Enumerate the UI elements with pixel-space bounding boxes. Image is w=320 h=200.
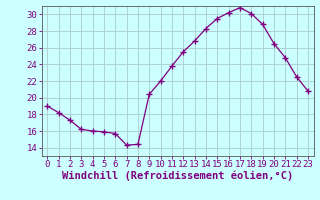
X-axis label: Windchill (Refroidissement éolien,°C): Windchill (Refroidissement éolien,°C): [62, 171, 293, 181]
